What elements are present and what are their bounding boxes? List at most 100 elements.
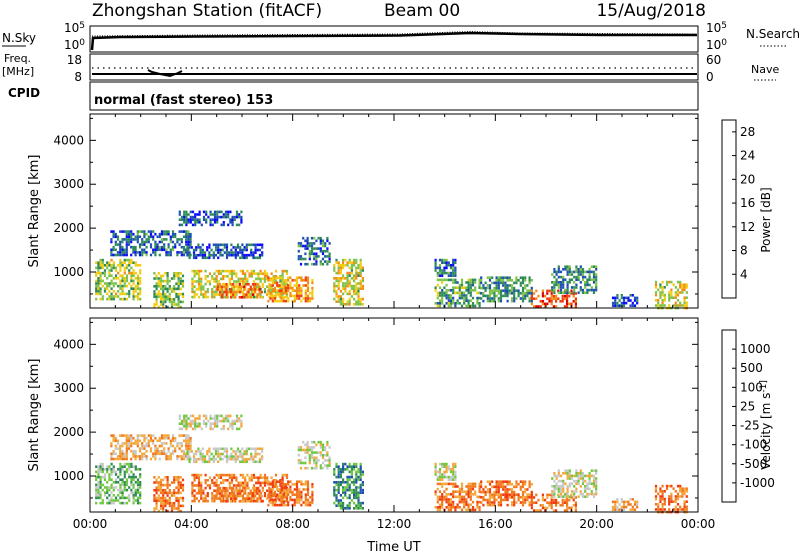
velocity-panel: 1000 2000 3000 4000 00:00 04:00 08:00 12:00 16:… (27, 317, 775, 531)
x-tick-label: 12:00 (377, 517, 412, 531)
range-time-region (297, 236, 331, 266)
colorbar-tick-label: 20 (740, 172, 755, 186)
nsky-tick-top: 105 (64, 21, 85, 35)
x-tick-label: 16:00 (478, 517, 513, 531)
y-tick-label: 3000 (53, 177, 84, 191)
colorbar-tick-label: 500 (740, 361, 763, 375)
range-time-region (178, 210, 243, 227)
velocity-x-ticks: 00:00 04:00 08:00 12:00 16:00 20:00 00:00 (73, 318, 716, 531)
freq-tick-bottom: 8 (74, 70, 82, 84)
colorbar-tick-label: -25 (740, 419, 760, 433)
nave-tick-bottom: 0 (706, 70, 714, 84)
nsky-panel: N.Sky 105 100 105 100 N.Search (2, 21, 800, 53)
colorbar-tick-label: -100 (740, 438, 767, 452)
range-time-region (216, 487, 263, 503)
range-time-region (95, 462, 142, 505)
range-time-region (153, 272, 185, 309)
y-tick-label: 4000 (53, 133, 84, 147)
station-title: Zhongshan Station (fitACF) (92, 1, 322, 21)
colorbar-tick-label: 8 (740, 244, 748, 258)
nsky-tick-bottom: 100 (64, 38, 85, 52)
nave-tick-top: 60 (706, 53, 721, 67)
colorbar-tick-label: 100 (740, 380, 763, 394)
cpid-mode: normal (fast stereo) 153 (94, 93, 273, 108)
x-tick-label: 00:00 (73, 517, 108, 531)
x-tick-label: 20:00 (579, 517, 614, 531)
date-title: 15/Aug/2018 (596, 1, 706, 21)
range-time-region (434, 258, 457, 277)
freq-panel: Freq. [MHz] 18 8 60 0 Nave (2, 52, 779, 84)
range-time-region (611, 498, 639, 511)
x-axis-label: Time UT (366, 540, 420, 554)
range-time-region (434, 462, 457, 481)
nsearch-trace (91, 30, 698, 37)
range-time-region (333, 462, 364, 510)
range-time-region (434, 482, 481, 512)
colorbar-tick-label: 16 (740, 196, 755, 210)
cpid-panel: CPID normal (fast stereo) 153 (8, 81, 699, 111)
nave-label: Nave (751, 63, 779, 76)
freq-unit-label: [MHz] (2, 65, 34, 78)
velocity-colorbar: 1000 500 100 25 -25 -100 -500 -1000 (721, 329, 775, 503)
svg-text:Velocity [m s-1]: Velocity [m s-1] (759, 380, 773, 470)
velocity-data-layer (95, 414, 688, 514)
range-time-region (654, 280, 688, 310)
range-time-region (551, 265, 598, 294)
nsky-label: N.Sky (2, 31, 36, 45)
cpid-label: CPID (8, 86, 40, 100)
y-tick-label: 2000 (53, 221, 84, 235)
colorbar-tick-label: 1000 (740, 342, 771, 356)
range-time-region (480, 276, 533, 303)
colorbar-tick-label: 24 (740, 149, 755, 163)
range-time-region (480, 480, 533, 507)
y-tick-label: 1000 (53, 265, 84, 279)
velocity-y-ticks: 1000 2000 3000 4000 (53, 321, 698, 499)
power-y-ticks: 1000 2000 3000 4000 (53, 117, 698, 295)
beam-title: Beam 00 (384, 1, 460, 21)
nsearch-label: N.Search (746, 27, 800, 41)
range-time-region (267, 276, 314, 303)
velocity-colorbar-label: Velocity [m s-1] (759, 380, 773, 470)
y-tick-label: 3000 (53, 381, 84, 395)
x-tick-label: 08:00 (275, 517, 310, 531)
colorbar-tick-label: -500 (740, 457, 767, 471)
y-tick-label: 2000 (53, 425, 84, 439)
power-x-ticks (89, 114, 699, 308)
nsearch-tick-top: 105 (706, 21, 727, 35)
range-time-region (654, 484, 688, 514)
range-time-region (110, 434, 192, 461)
velocity-ylabel: Slant Range [km] (27, 359, 42, 472)
velocity-colorbar-label-text: Velocity [m s (759, 393, 773, 470)
range-time-region (611, 294, 639, 307)
colorbar-tick-label: 12 (740, 220, 755, 234)
power-colorbar: 4 8 12 16 20 24 28 (721, 119, 755, 299)
colorbar-tick-label: 28 (740, 125, 755, 139)
range-time-region (110, 230, 192, 257)
power-ylabel: Slant Range [km] (27, 155, 42, 268)
range-time-region (178, 414, 243, 431)
colorbar-tick-label: 4 (740, 267, 748, 281)
freq-label: Freq. (4, 52, 31, 65)
range-time-region (297, 440, 331, 470)
range-time-region (551, 469, 598, 498)
power-data-layer (95, 210, 688, 310)
power-colorbar-label: Power [dB] (759, 187, 773, 252)
range-time-region (186, 447, 264, 464)
x-tick-label: 04:00 (174, 517, 209, 531)
freq-excursion (147, 69, 183, 78)
colorbar-tick-label: 25 (740, 399, 755, 413)
range-time-region (186, 243, 264, 260)
x-tick-label: 00:00 (681, 517, 716, 531)
power-panel: 1000 2000 3000 4000 Slant Range [km] 4 8 12 16… (27, 113, 773, 310)
colorbar-tick-label: -1000 (740, 476, 775, 490)
range-time-region (95, 258, 142, 301)
y-tick-label: 1000 (53, 469, 84, 483)
nsearch-tick-bottom: 100 (706, 38, 727, 52)
range-time-region (434, 278, 481, 308)
y-tick-label: 4000 (53, 337, 84, 351)
range-time-region (153, 476, 185, 513)
freq-tick-top: 18 (67, 53, 82, 67)
range-time-region (267, 480, 314, 507)
range-time-region (333, 258, 364, 306)
